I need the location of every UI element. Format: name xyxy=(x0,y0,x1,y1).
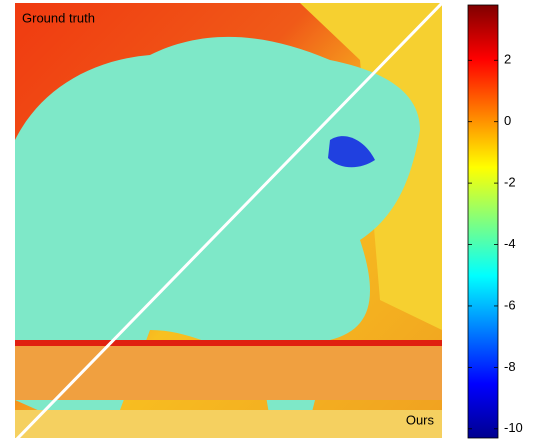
tick-label: 2 xyxy=(504,52,511,67)
tick-label: -4 xyxy=(504,236,516,251)
colorbar xyxy=(468,5,498,438)
label-ours: Ours xyxy=(406,412,435,427)
ground xyxy=(15,410,442,438)
tick-label: -8 xyxy=(504,359,516,374)
figure: Ground truth Ours 2 0 -2 -4 -6 -8 -10 xyxy=(0,0,540,441)
brick-wall xyxy=(15,340,442,400)
tick-label: 0 xyxy=(504,113,511,128)
tick-label: -6 xyxy=(504,297,516,312)
image: Ground truth Ours xyxy=(15,0,445,441)
tick-label: -2 xyxy=(504,175,516,190)
wall-top xyxy=(15,340,442,346)
tick-label: -10 xyxy=(504,420,523,435)
label-ground-truth: Ground truth xyxy=(22,10,95,25)
